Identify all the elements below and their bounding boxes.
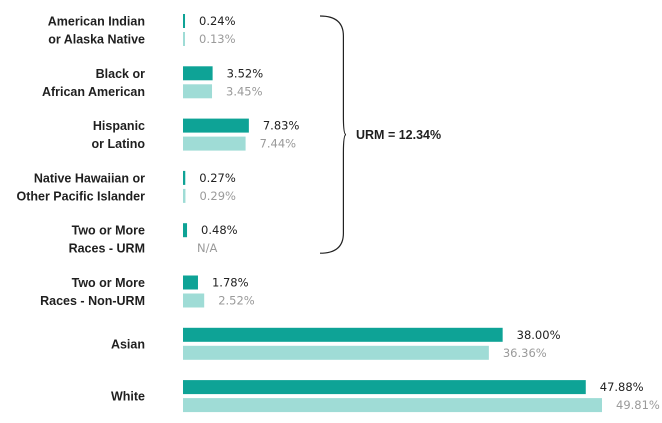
data-label: 0.27%	[199, 171, 236, 185]
category-label: Asian	[111, 337, 145, 351]
data-label: 7.83%	[263, 119, 300, 133]
category-label: or Latino	[92, 137, 146, 151]
bar	[183, 136, 246, 151]
category-label: Two or More	[72, 276, 145, 290]
bar	[183, 345, 489, 360]
category-label: or Alaska Native	[48, 33, 145, 47]
data-label: 0.13%	[199, 32, 236, 46]
bar	[183, 398, 602, 413]
data-label: 47.88%	[600, 380, 644, 394]
data-label: 0.48%	[201, 223, 238, 237]
category-label: American Indian	[48, 15, 145, 29]
bar	[183, 170, 186, 185]
bar	[183, 293, 205, 308]
data-label: N/A	[197, 241, 217, 255]
data-label: 0.24%	[199, 14, 236, 28]
urm-annotation: URM = 12.34%	[356, 128, 441, 142]
category-label: Hispanic	[93, 119, 145, 133]
bar	[183, 327, 503, 342]
urm-bracket	[319, 15, 347, 254]
bar	[183, 14, 186, 28]
bar	[183, 275, 198, 290]
bar	[183, 84, 213, 99]
category-label: Other Pacific Islander	[16, 189, 145, 203]
data-label: 1.78%	[212, 276, 249, 290]
category-label: Black or	[96, 67, 145, 81]
category-label: Races - Non-URM	[40, 294, 145, 308]
bar	[183, 188, 186, 203]
bar	[183, 118, 249, 133]
data-label: 36.36%	[503, 346, 547, 360]
data-label: 7.44%	[260, 137, 297, 151]
category-label: Native Hawaiian or	[34, 171, 145, 185]
data-label: 3.45%	[226, 84, 263, 98]
bar	[183, 223, 188, 238]
category-label: White	[111, 390, 145, 404]
bar	[183, 32, 185, 46]
category-label: Two or More	[72, 224, 145, 238]
bar	[183, 66, 213, 81]
data-label: 3.52%	[227, 66, 264, 80]
bar	[183, 380, 586, 395]
data-label: 2.52%	[218, 294, 255, 308]
data-label: 49.81%	[616, 398, 660, 412]
category-label: Races - URM	[69, 242, 145, 256]
category-label: African American	[42, 85, 145, 99]
data-label: 38.00%	[517, 328, 561, 342]
data-label: 0.29%	[199, 189, 236, 203]
